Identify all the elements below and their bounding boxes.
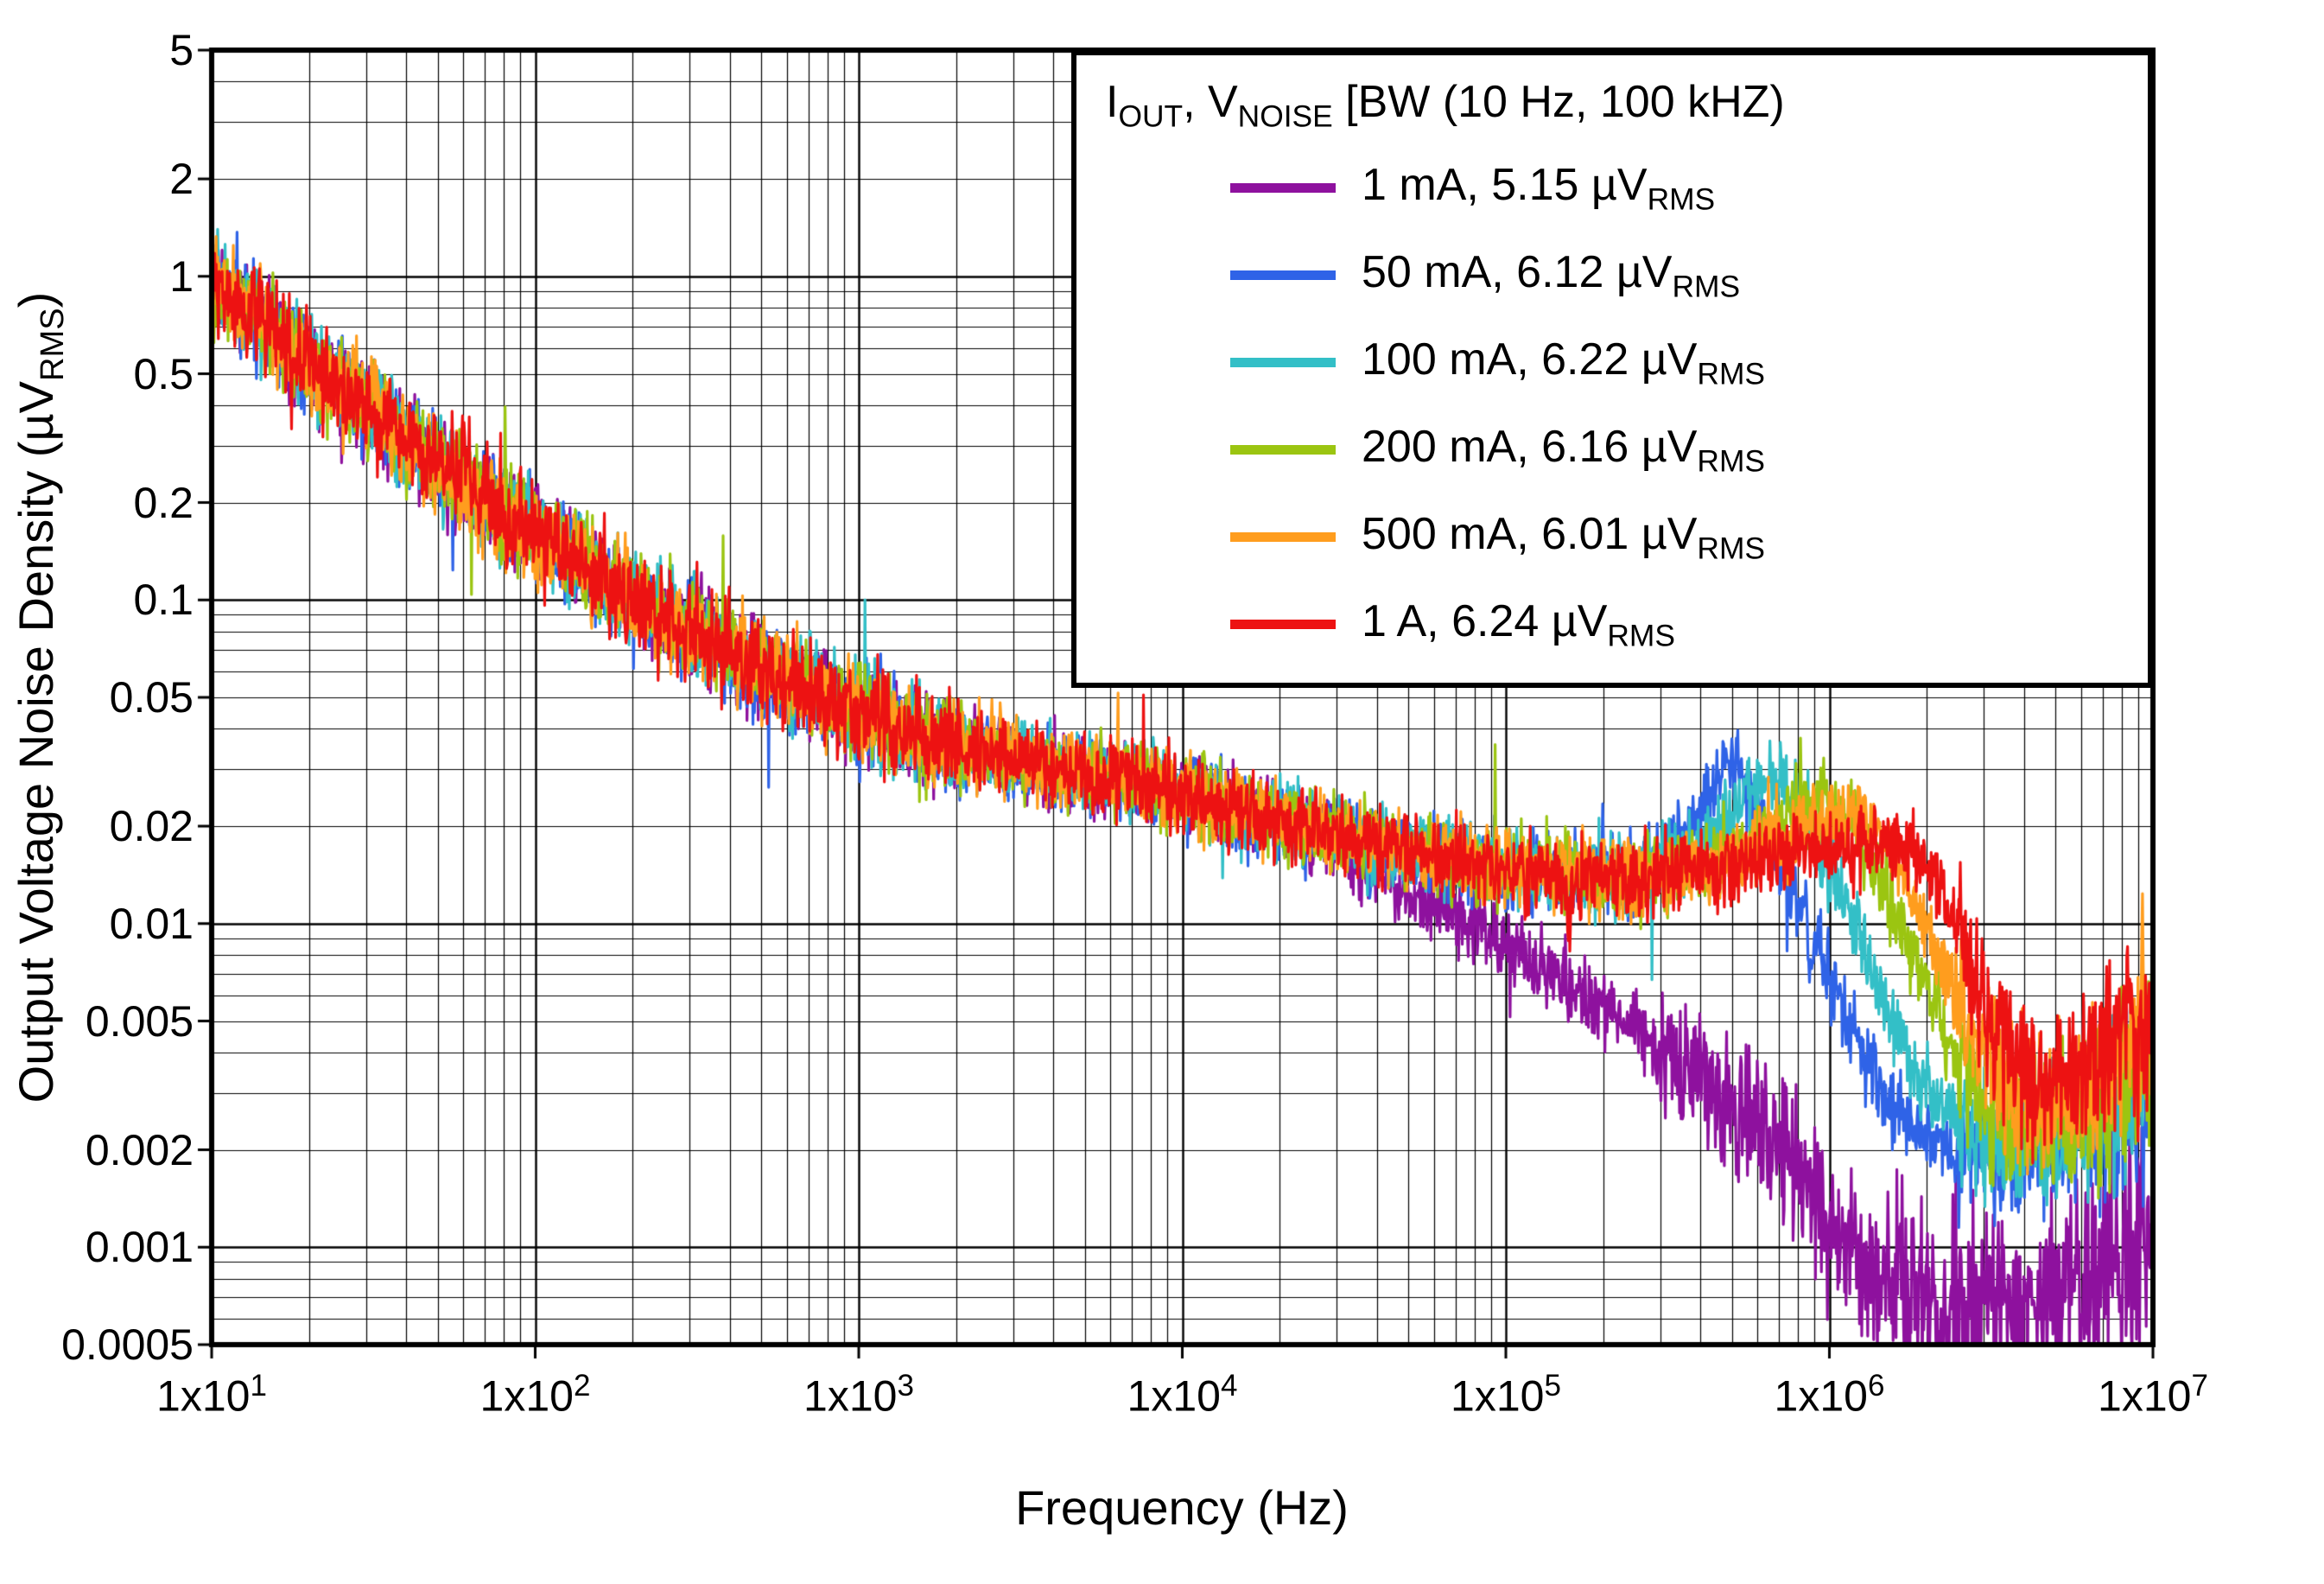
legend-label: 200 mA, 6.16 µVRMS (1362, 422, 1765, 479)
y-axis-tick-labels: 5 2 1 0.5 0.2 0.1 0.05 0.02 0.01 0.005 0.002 0.001 0… (0, 0, 194, 1584)
y-tick-label: 1 (169, 251, 194, 301)
legend-box: IOUT, VNOISE [BW (10 Hz, 100 kHZ) 1 mA, … (1071, 50, 2153, 688)
y-tick-label: 0.001 (85, 1223, 194, 1272)
y-tick-label: 0.01 (109, 899, 194, 948)
legend-title-v-sub: NOISE (1237, 99, 1333, 134)
legend-title-i-sub: OUT (1118, 99, 1184, 134)
x-axis-title: Frequency (Hz) (1015, 1480, 1349, 1535)
legend-title: IOUT, VNOISE [BW (10 Hz, 100 kHZ) (1106, 76, 2124, 134)
legend-entry: 1 mA, 5.15 µVRMS (1101, 144, 2124, 232)
legend-swatch (1230, 620, 1336, 630)
y-tick-label: 0.002 (85, 1125, 194, 1174)
legend-label: 100 mA, 6.22 µVRMS (1362, 334, 1765, 391)
y-tick-label: 0.2 (133, 478, 194, 527)
y-tick-label: 0.02 (109, 802, 194, 851)
legend-entry: 1 A, 6.24 µVRMS (1101, 581, 2124, 668)
legend-swatch (1230, 532, 1336, 543)
legend-entry: 100 mA, 6.22 µVRMS (1101, 319, 2124, 406)
legend-entry: 200 mA, 6.16 µVRMS (1101, 406, 2124, 493)
legend-entries: 1 mA, 5.15 µVRMS 50 mA, 6.12 µVRMS 100 mA,… (1101, 144, 2124, 668)
legend-swatch (1230, 183, 1336, 194)
legend-swatch (1230, 270, 1336, 281)
y-tick-label: 2 (169, 155, 194, 204)
legend-label: 50 mA, 6.12 µVRMS (1362, 247, 1741, 304)
y-tick-label: 0.0005 (61, 1320, 194, 1369)
legend-label: 500 mA, 6.01 µVRMS (1362, 509, 1765, 566)
legend-entry: 50 mA, 6.12 µVRMS (1101, 232, 2124, 319)
legend-title-rest: [BW (10 Hz, 100 kHZ) (1332, 77, 1785, 127)
legend-label: 1 mA, 5.15 µVRMS (1362, 160, 1716, 217)
y-tick-label: 0.005 (85, 996, 194, 1046)
legend-label: 1 A, 6.24 µVRMS (1362, 596, 1675, 653)
y-tick-label: 5 (169, 26, 194, 74)
legend-swatch (1230, 445, 1336, 455)
y-tick-label: 0.05 (109, 673, 194, 722)
legend-entry: 500 mA, 6.01 µVRMS (1101, 493, 2124, 581)
legend-title-i: I (1106, 77, 1119, 127)
y-tick-label: 0.5 (133, 349, 194, 398)
legend-title-v: , V (1183, 77, 1238, 127)
y-tick-label: 0.1 (133, 576, 194, 625)
legend-swatch (1230, 358, 1336, 368)
